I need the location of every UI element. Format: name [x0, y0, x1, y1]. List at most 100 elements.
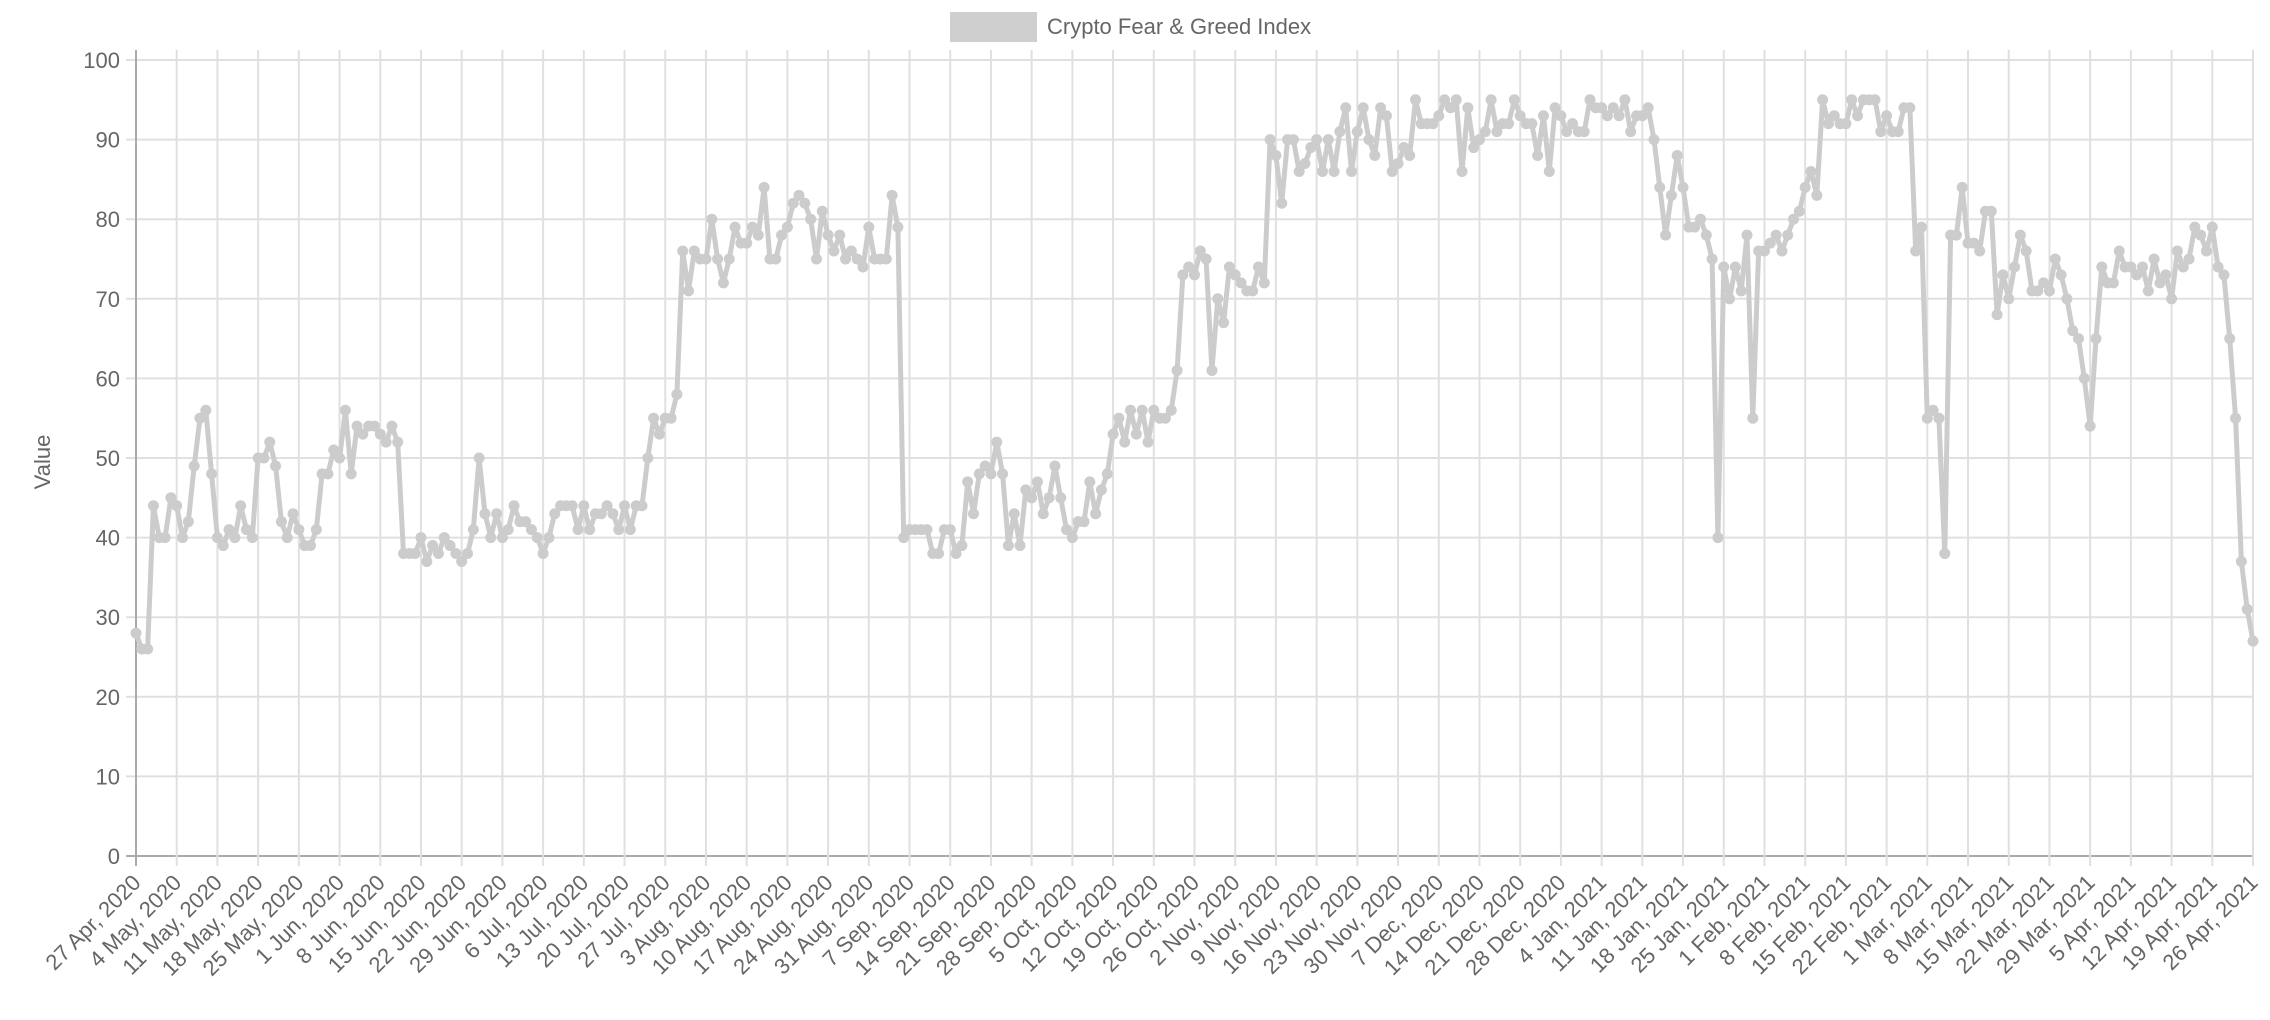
data-point	[1968, 237, 1980, 249]
data-point	[1805, 165, 1817, 177]
data-point	[1159, 412, 1171, 424]
data-point	[1584, 94, 1596, 106]
data-point	[1788, 213, 1800, 225]
data-point	[1822, 118, 1834, 130]
data-point	[1328, 165, 1340, 177]
data-point	[438, 532, 450, 544]
data-point	[2166, 293, 2178, 305]
data-point	[1456, 165, 1468, 177]
data-point	[752, 229, 764, 241]
data-point	[415, 532, 427, 544]
data-point	[2200, 245, 2212, 257]
data-point	[1235, 277, 1247, 289]
data-point	[357, 428, 369, 440]
data-point	[2177, 261, 2189, 273]
data-point	[508, 500, 520, 512]
data-point	[1218, 317, 1230, 329]
data-point	[1741, 229, 1753, 241]
data-point	[834, 229, 846, 241]
data-point	[171, 500, 183, 512]
data-point	[241, 524, 253, 536]
grid	[126, 50, 2254, 866]
data-point	[1439, 94, 1451, 106]
data-point	[1130, 428, 1142, 440]
data-point	[1346, 165, 1358, 177]
data-point	[1625, 126, 1637, 138]
data-point	[1014, 540, 1026, 552]
data-point	[1311, 134, 1323, 146]
data-point	[1026, 492, 1038, 504]
data-point	[1223, 261, 1235, 273]
data-point	[1840, 118, 1852, 130]
data-point	[1491, 126, 1503, 138]
data-point	[1444, 102, 1456, 114]
data-point	[776, 229, 788, 241]
data-point	[828, 245, 840, 257]
data-point	[1008, 508, 1020, 520]
y-tick-label: 70	[96, 287, 120, 312]
data-point	[1212, 293, 1224, 305]
data-point	[1293, 165, 1305, 177]
data-point	[246, 532, 258, 544]
data-point	[1113, 412, 1125, 424]
data-point	[2084, 420, 2096, 432]
data-point	[229, 532, 241, 544]
data-point	[810, 253, 822, 265]
data-point	[1770, 229, 1782, 241]
data-point	[1206, 364, 1218, 376]
data-point	[345, 468, 357, 480]
data-point	[525, 524, 537, 536]
y-axis-label: Value	[30, 435, 55, 490]
data-point	[1398, 142, 1410, 154]
data-point	[217, 540, 229, 552]
data-point	[636, 500, 648, 512]
data-point	[1119, 436, 1131, 448]
legend[interactable]: Crypto Fear & Greed Index	[950, 12, 1311, 42]
data-point	[1729, 261, 1741, 273]
data-point	[1049, 460, 1061, 472]
data-point	[1724, 293, 1736, 305]
data-point	[619, 500, 631, 512]
data-point	[1462, 102, 1474, 114]
data-point	[188, 460, 200, 472]
data-point	[1031, 476, 1043, 488]
data-point	[1793, 205, 1805, 217]
data-point	[1654, 181, 1666, 193]
data-point	[1066, 532, 1078, 544]
data-point	[578, 500, 590, 512]
data-point	[1543, 165, 1555, 177]
data-point	[2055, 269, 2067, 281]
data-point	[2125, 261, 2137, 273]
data-point	[770, 253, 782, 265]
data-point	[1514, 110, 1526, 122]
data-point	[2154, 277, 2166, 289]
data-point	[1380, 110, 1392, 122]
data-point	[985, 468, 997, 480]
data-point	[2032, 285, 2044, 297]
data-point	[1811, 189, 1823, 201]
data-point	[892, 221, 904, 233]
data-point	[688, 245, 700, 257]
data-point	[1869, 94, 1881, 106]
data-point	[933, 548, 945, 560]
data-point	[386, 420, 398, 432]
data-point	[1747, 412, 1759, 424]
data-point	[182, 516, 194, 528]
data-point	[1875, 126, 1887, 138]
data-point	[1921, 412, 1933, 424]
data-point	[1473, 134, 1485, 146]
data-point	[194, 412, 206, 424]
data-point	[1043, 492, 1055, 504]
data-point	[1450, 94, 1462, 106]
data-point	[671, 388, 683, 400]
data-point	[1689, 221, 1701, 233]
data-point	[851, 253, 863, 265]
data-point	[206, 468, 218, 480]
data-point	[275, 516, 287, 528]
data-point	[304, 540, 316, 552]
data-point	[950, 548, 962, 560]
data-point	[380, 436, 392, 448]
data-point	[1357, 102, 1369, 114]
data-point	[1276, 197, 1288, 209]
data-point	[648, 412, 660, 424]
